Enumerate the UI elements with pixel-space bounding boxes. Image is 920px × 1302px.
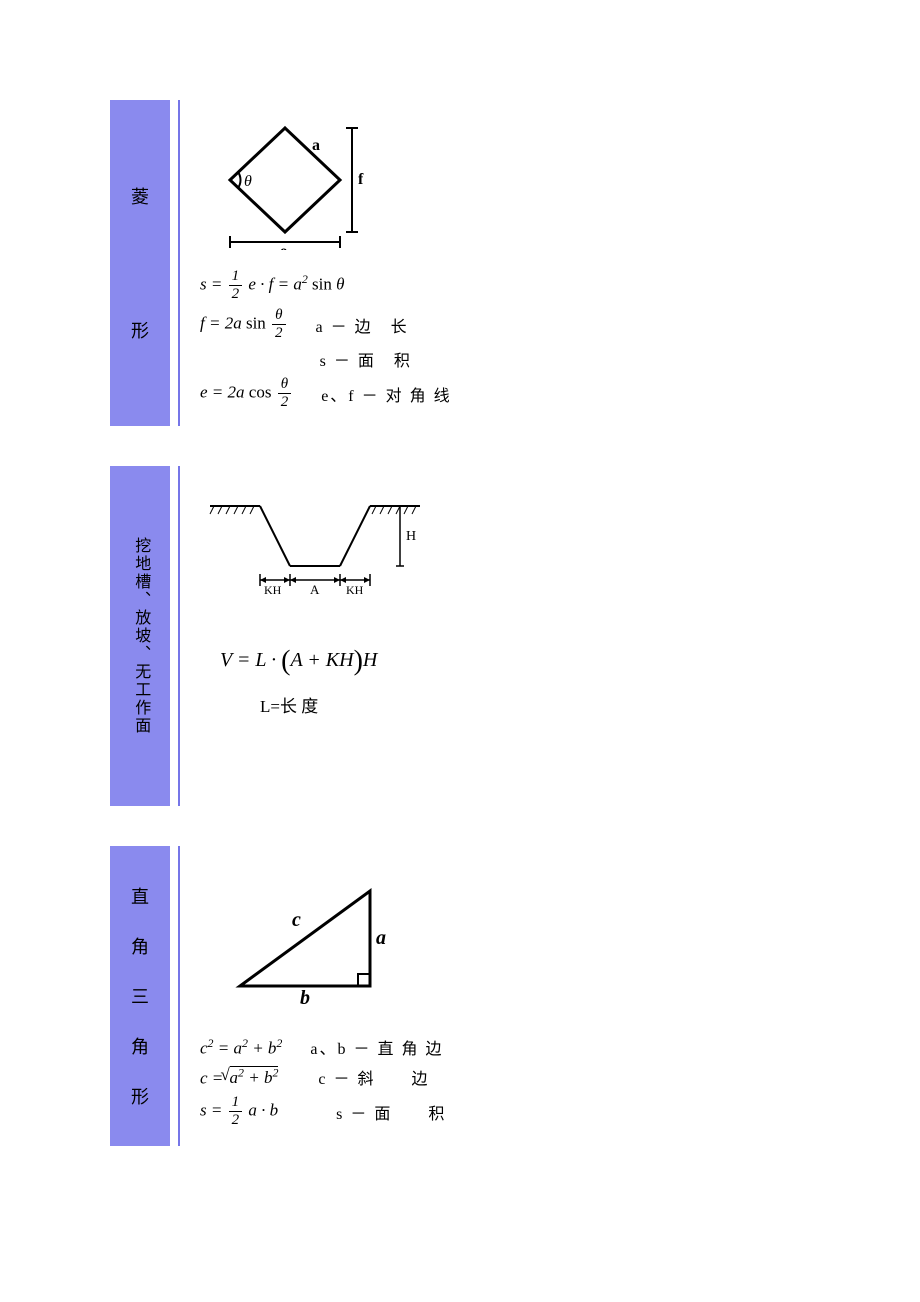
label-char: 直 (131, 883, 149, 909)
label-char: 菱 (131, 183, 149, 209)
label-trench: 挖地槽、放坡、无工作面 (110, 466, 170, 806)
legend-c: c － 斜 边 (318, 1065, 429, 1089)
entry-right-triangle: 直 角 三 角 形 c a b c2 = a2 + b2 a、b － (110, 846, 610, 1146)
entry-trench: 挖地槽、放坡、无工作面 (110, 466, 610, 806)
formula-c2: c2 = a2 + b2 (200, 1036, 282, 1059)
label-char: 形 (131, 317, 149, 343)
legend-ab: a、b － 直 角 边 (310, 1035, 443, 1059)
label-right-triangle: 直 角 三 角 形 (110, 846, 170, 1146)
diagram-right-triangle: c a b (200, 856, 610, 1021)
formula-V: V = L · (A + KH)H (220, 649, 377, 672)
label-char: 三 (131, 983, 149, 1009)
svg-text:θ: θ (244, 173, 252, 190)
svg-text:f: f (358, 171, 364, 188)
svg-text:A: A (310, 582, 320, 597)
svg-text:H: H (406, 529, 416, 544)
svg-text:KH: KH (346, 583, 364, 597)
svg-text:a: a (312, 137, 320, 154)
label-char: 形 (131, 1083, 149, 1109)
formula-s3: s = 12 a · b (200, 1095, 278, 1128)
formula-c: c = √a2 + b2 (200, 1066, 278, 1089)
label-char: 角 (131, 1033, 149, 1059)
formula-f: f = 2a sin θ2 (200, 308, 288, 341)
content-rhombus: θ e f a s = 12 e · f = a2 sin θ (180, 100, 610, 426)
diagram-trench: H KH A (200, 476, 610, 629)
formula-s: s = 12 e · f = a2 sin θ (200, 269, 345, 302)
svg-text:a: a (376, 927, 386, 949)
content-trench: H KH A (180, 466, 610, 806)
legend-s3: s － 面 积 (336, 1100, 446, 1124)
legend-ef: e、f － 对 角 线 (321, 382, 451, 406)
diagram-rhombus: θ e f a (200, 110, 610, 255)
legend-s: s － 面 积 (320, 347, 412, 371)
legend-a: a － 边 长 (316, 313, 409, 337)
label-vertical: 挖地槽、放坡、无工作面 (129, 537, 151, 735)
formula-e: e = 2a cos θ2 (200, 377, 293, 410)
label-char: 角 (131, 933, 149, 959)
svg-text:c: c (292, 909, 301, 931)
svg-text:b: b (300, 987, 310, 1006)
svg-text:e: e (280, 243, 287, 250)
formula-L: L=长 度 (260, 692, 318, 717)
label-rhombus: 菱 形 (110, 100, 170, 426)
entry-rhombus: 菱 形 θ e f (110, 100, 610, 426)
content-right-triangle: c a b c2 = a2 + b2 a、b － 直 角 边 c = √a2 +… (180, 846, 610, 1146)
page: 菱 形 θ e f (0, 0, 610, 1226)
svg-text:KH: KH (264, 583, 282, 597)
